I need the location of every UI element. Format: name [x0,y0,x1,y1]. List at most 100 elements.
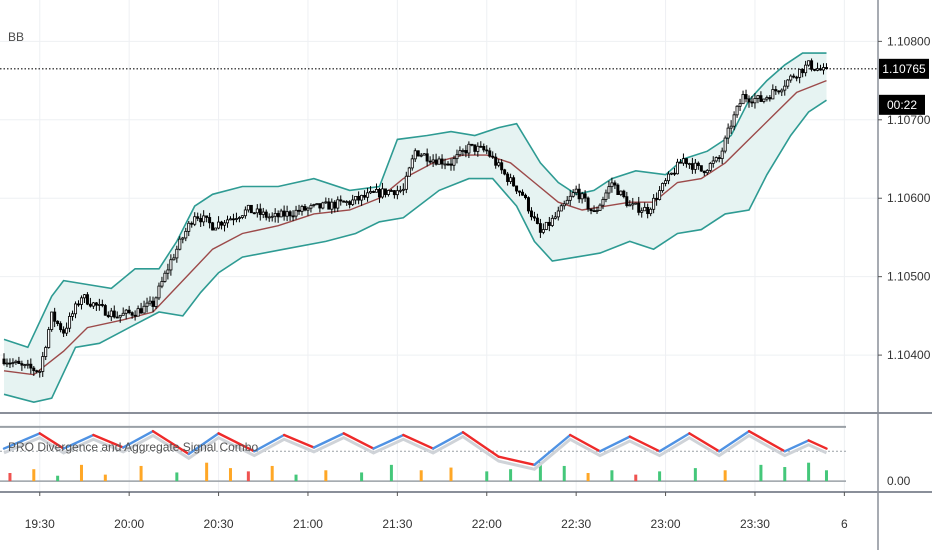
candle [377,187,381,203]
time-tick-label: 23:30 [740,517,770,531]
candle [687,162,691,169]
candle [166,263,170,280]
candle-body [485,149,489,152]
candle [225,215,229,228]
candle-body [234,218,238,220]
time-tick-label: 23:00 [651,517,681,531]
candle [735,105,739,118]
candle [401,183,405,196]
candle-body [726,127,730,139]
candle [413,148,417,162]
candle-body [106,314,110,318]
candle [708,161,712,172]
candle [485,145,489,155]
oscillator-indicator-label[interactable]: PRO Divergence and Aggregate Signal Comb… [8,440,259,454]
candle [339,195,343,206]
osc-segment [461,431,500,458]
histogram-bar [634,474,638,482]
candle [807,60,811,67]
candle-body [705,170,709,174]
candle-body [228,218,232,221]
candle-body [264,211,268,218]
candle [145,297,149,313]
osc-segment [783,439,810,453]
candle-body [59,323,63,331]
time-tick-label: 22:00 [472,517,502,531]
candle-body [816,68,820,71]
candle-body [422,153,426,156]
countdown-badge [879,94,925,115]
candle [726,123,730,144]
candle [607,180,611,199]
price-tick-label: 1.10400 [887,348,931,362]
candle-body [372,191,376,193]
candle [789,74,793,83]
candle [759,91,763,103]
candle-body [562,203,566,207]
candle-body [690,163,694,170]
candle-body [330,201,334,210]
candle [476,142,480,157]
candle-body [148,300,152,304]
candle-body [640,210,644,213]
candle [625,191,629,208]
candle [333,200,337,213]
candle [383,188,387,198]
candle [291,210,295,222]
candle [425,148,429,167]
candle [273,208,277,223]
candle-body [622,190,626,198]
candle [5,358,9,368]
candle [410,154,414,171]
candle-body [276,213,280,218]
candle [824,63,828,70]
candle [494,153,498,169]
candle-body [130,312,134,316]
candle-body [255,208,259,214]
candle [801,68,805,78]
candle-body [312,204,316,206]
candle [613,180,617,190]
candle [470,143,474,147]
main-indicator-label[interactable]: BB [8,30,25,44]
candle [592,205,596,213]
candle [473,144,477,156]
candle-body [649,208,653,215]
time-tick-label: 20:00 [114,517,144,531]
candle [407,166,411,177]
candle-body [190,222,194,225]
candle-body [166,269,170,274]
candle-body [223,222,227,226]
candle-body [44,347,48,357]
candle-body [306,207,310,211]
candle [205,215,209,223]
candle-body [786,79,790,87]
candle [649,207,653,217]
candle [440,154,444,169]
candle [541,223,545,235]
candle [500,159,504,174]
candle-body [789,75,793,81]
candle [41,351,45,377]
candle-body [20,363,24,366]
candle [74,301,78,319]
candle [348,200,352,209]
candle [616,183,620,196]
candle [702,170,706,176]
candle [71,310,75,321]
oscillator-pane [0,425,846,482]
candle [628,200,632,207]
candle-body [118,314,122,318]
candle [26,359,30,369]
candle [32,365,36,376]
candle [11,358,15,368]
candle-body [592,210,596,213]
candle-body [401,188,405,191]
candle [276,210,280,223]
time-tick-label: 22:30 [561,517,591,531]
candle [160,276,164,289]
candle-body [17,360,21,364]
candle [696,161,700,170]
candle-body [589,208,593,212]
